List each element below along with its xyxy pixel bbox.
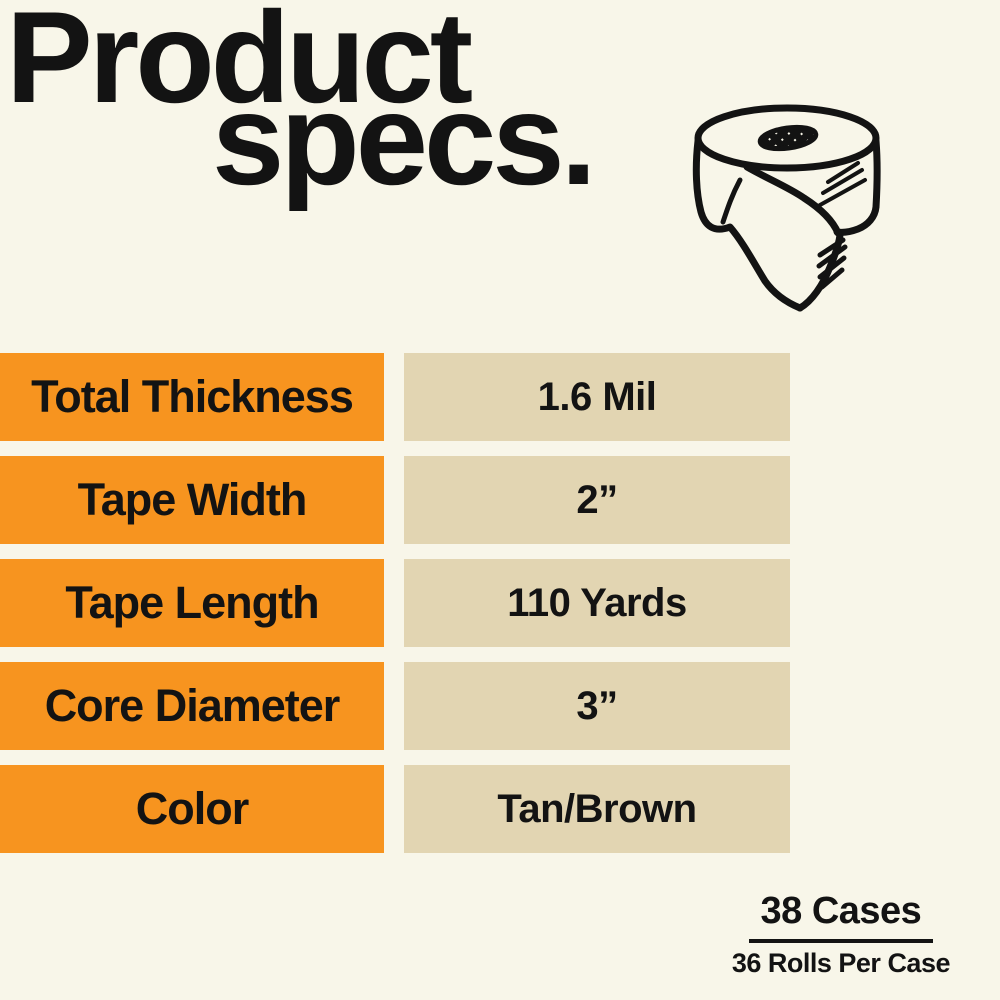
rolls-per-case: 36 Rolls Per Case: [731, 948, 951, 978]
case-info: 38 Cases 36 Rolls Per Case: [731, 890, 951, 979]
case-count: 38 Cases: [732, 890, 950, 943]
page-title-line2: specs.: [212, 66, 597, 212]
spec-row-total-thickness: Total Thickness 1.6 Mil: [0, 353, 790, 441]
spec-value: 3”: [404, 662, 790, 750]
spec-value: 110 Yards: [404, 559, 790, 647]
spec-row-tape-length: Tape Length 110 Yards: [0, 559, 790, 647]
spec-row-core-diameter: Core Diameter 3”: [0, 662, 790, 750]
spec-row-color: Color Tan/Brown: [0, 765, 790, 853]
spec-label: Color: [0, 765, 384, 853]
specs-table: Total Thickness 1.6 Mil Tape Width 2” Ta…: [0, 353, 790, 868]
tape-roll-icon: [692, 104, 881, 312]
spec-value: 2”: [404, 456, 790, 544]
spec-value: 1.6 Mil: [404, 353, 790, 441]
spec-value: Tan/Brown: [404, 765, 790, 853]
spec-row-tape-width: Tape Width 2”: [0, 456, 790, 544]
spec-label: Tape Width: [0, 456, 384, 544]
spec-label: Tape Length: [0, 559, 384, 647]
case-count-text: 38 Cases: [748, 890, 934, 943]
spec-label: Core Diameter: [0, 662, 384, 750]
page-title-line1: Product: [6, 0, 473, 130]
spec-label: Total Thickness: [0, 353, 384, 441]
